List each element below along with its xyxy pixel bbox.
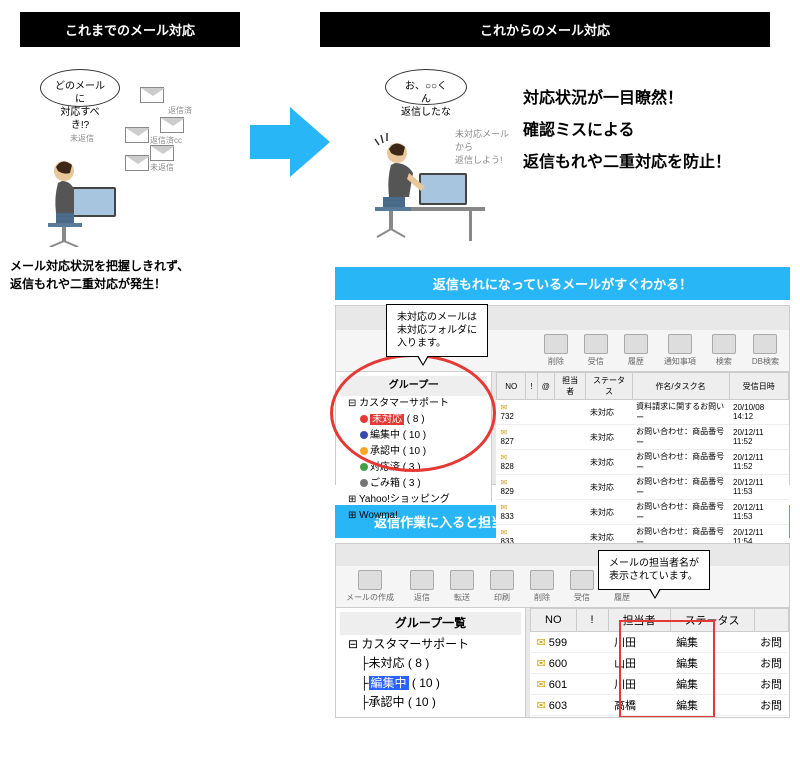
header-before: これまでのメール対応 <box>20 12 240 47</box>
toolbar-button[interactable]: 履歴 <box>624 334 648 367</box>
screenshot-1: 未対応のメールは 未対応フォルダに 入ります。 削除受信履歴通知事項検索 DB検索… <box>335 305 790 485</box>
callout-2: メールの担当者名が 表示されています。 <box>598 550 710 590</box>
toolbar-button[interactable]: 検索 <box>712 334 736 367</box>
banner-1: 返信もれになっているメールがすぐわかる！ <box>335 267 790 300</box>
tree-folder[interactable]: ごみ箱 ( 3 ) <box>340 476 487 492</box>
speech-text-2: お、○○くん 返信したな <box>401 81 451 118</box>
after-illustration: お、○○くん 返信したな 未対応メールから 返信しよう! <box>335 67 515 247</box>
callout-1: 未対応のメールは 未対応フォルダに 入ります。 <box>386 304 488 357</box>
toolbar-2: メールの作成返信転送印刷削除受信履歴 <box>336 566 789 608</box>
tree-root-2[interactable]: ⊟ カスタマーサポート <box>340 635 521 654</box>
label-4: 未返信 <box>150 162 174 173</box>
header-after: これからのメール対応 <box>320 12 770 47</box>
toolbar-button[interactable]: メールの作成 <box>346 570 394 603</box>
tree-header-2: グループ一覧 <box>340 612 521 635</box>
caption-after: 対応状況が一目瞭然！ 確認ミスによる 返信もれや二重対応を防止！ <box>523 83 731 179</box>
tree-folder[interactable]: ├未対応 ( 8 ) <box>340 654 521 673</box>
table-row[interactable]: ✉ 833未対応お問い合わせ：商品番号ー20/12/11 11:53 <box>497 500 789 525</box>
screenshot-2: メールの担当者名が 表示されています。 メールの作成返信転送印刷削除受信履歴 グ… <box>335 543 790 718</box>
toolbar-button[interactable]: 削除 <box>530 570 554 603</box>
table-row[interactable]: ✉ 828未対応お問い合わせ：商品番号ー20/12/11 11:52 <box>497 450 789 475</box>
toolbar-button[interactable]: 受信 <box>570 570 594 603</box>
toolbar-button[interactable]: 転送 <box>450 570 474 603</box>
toolbar-button[interactable]: 通知事項 <box>664 334 696 367</box>
caption-before: メール対応状況を把握しきれず、 返信もれや二重対応が発生！ <box>10 257 250 293</box>
toolbar-button[interactable]: 返信 <box>410 570 434 603</box>
label-1: 返信済 <box>168 105 192 116</box>
arrow-icon <box>250 107 325 177</box>
label-3: 返信済cc <box>150 135 182 146</box>
tree-folder[interactable]: ├編集中 ( 10 ) <box>340 674 521 693</box>
tree-extra-1[interactable]: ⊞ Wowma! <box>340 508 487 524</box>
table-row[interactable]: ✉ 732未対応資料請求に関するお問いー20/10/08 14:12 <box>497 400 789 425</box>
table-row[interactable]: ✉ 827未対応お問い合わせ：商品番号ー20/12/11 11:52 <box>497 425 789 450</box>
tree-extra-0[interactable]: ⊞ Yahoo!ショッピング <box>340 492 487 508</box>
toolbar-button[interactable]: 削除 <box>544 334 568 367</box>
toolbar-button[interactable]: 受信 <box>584 334 608 367</box>
toolbar-button[interactable]: DB検索 <box>752 334 779 367</box>
red-box-highlight <box>619 620 715 718</box>
table-row[interactable]: ✉ 829未対応お問い合わせ：商品番号ー20/12/11 11:53 <box>497 475 789 500</box>
toolbar-button[interactable]: 印刷 <box>490 570 514 603</box>
before-illustration: どのメールに 対応すべき!? 返信済 未返信 返信済cc 未返信 <box>10 67 210 247</box>
red-circle-highlight <box>330 354 496 472</box>
speech-text: どのメールに 対応すべき!? <box>55 81 105 131</box>
tree-folder[interactable]: ├承認中 ( 10 ) <box>340 693 521 712</box>
